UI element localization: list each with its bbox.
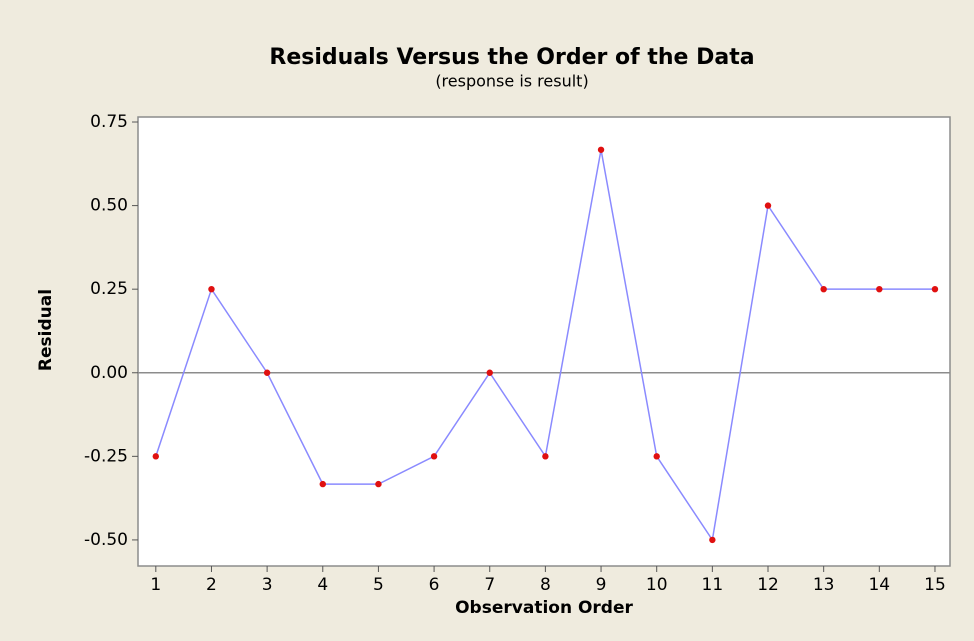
x-tick-label: 8 <box>540 575 551 595</box>
y-tick-label: 0.50 <box>90 196 128 216</box>
data-point <box>764 202 772 209</box>
x-tick-label: 1 <box>150 575 161 595</box>
x-tick-label: 3 <box>262 575 273 595</box>
x-tick-label: 6 <box>429 575 440 595</box>
x-tick-label: 2 <box>206 575 217 595</box>
y-tick-label: 0.00 <box>90 363 128 383</box>
chart-subtitle: (response is result) <box>435 72 588 91</box>
y-tick-label: 0.75 <box>90 112 128 132</box>
x-tick-label: 11 <box>702 575 724 595</box>
x-tick-label: 9 <box>596 575 607 595</box>
x-tick-label: 10 <box>646 575 668 595</box>
x-axis-label: Observation Order <box>455 598 633 618</box>
plot-area <box>137 116 951 567</box>
data-point <box>542 453 549 460</box>
x-tick-label: 15 <box>924 575 946 595</box>
x-tick-label: 7 <box>484 575 495 595</box>
data-point <box>931 285 939 293</box>
data-point <box>208 285 215 293</box>
chart-title: Residuals Versus the Order of the Data <box>269 45 754 70</box>
data-point <box>319 480 326 488</box>
data-point <box>820 285 827 293</box>
y-tick-label: 0.25 <box>90 279 128 299</box>
data-point <box>152 453 160 460</box>
data-point <box>876 285 883 293</box>
data-point <box>653 453 660 460</box>
x-tick-label: 5 <box>373 575 384 595</box>
x-tick-label: 14 <box>868 575 890 595</box>
data-point <box>430 453 438 460</box>
y-axis-label: Residual <box>36 289 56 371</box>
data-point <box>709 536 716 544</box>
x-tick-label: 4 <box>317 575 328 595</box>
data-point <box>597 146 605 153</box>
y-tick-label: -0.25 <box>84 446 128 466</box>
data-point <box>486 369 493 376</box>
x-tick-label: 12 <box>757 575 779 595</box>
data-point <box>263 369 271 376</box>
x-tick-label: 13 <box>813 575 835 595</box>
data-point <box>375 480 382 488</box>
y-tick-label: -0.50 <box>84 530 128 550</box>
